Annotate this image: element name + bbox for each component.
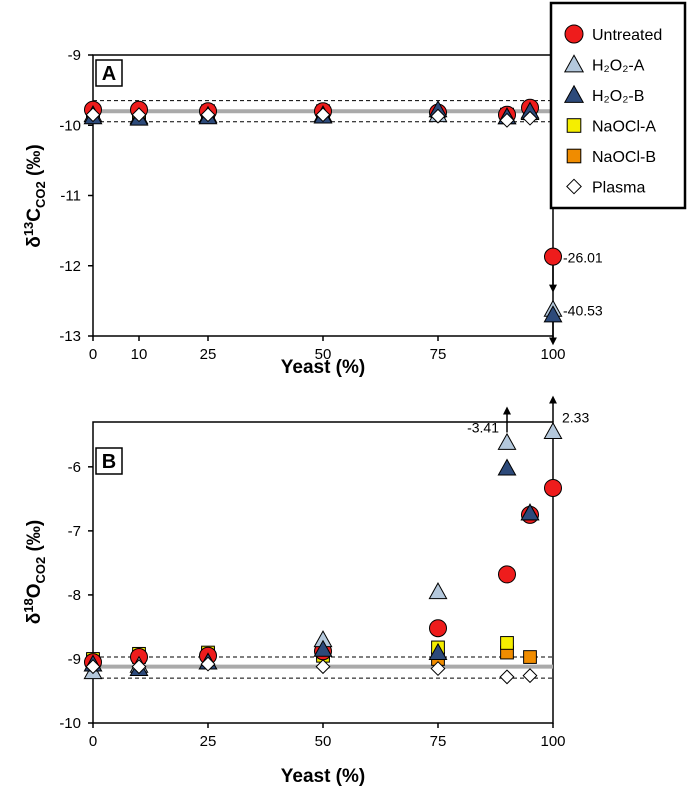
panel-b-point-h2o2b	[520, 503, 540, 521]
panel-b-y-tick-label: -8	[68, 587, 81, 604]
legend-marker-h2o2a	[563, 54, 585, 73]
legend-label-naoclb: NaOCl-B	[592, 149, 656, 166]
legend-marker-naocla	[566, 118, 582, 133]
panel-b-y-tick-label: -6	[68, 459, 81, 476]
panel-a-x-axis-label: Yeast (%)	[281, 357, 365, 378]
panel-b-point-plasma	[315, 659, 331, 675]
panel-a-point-untreated	[544, 247, 562, 266]
panel-b-point-h2o2b	[428, 642, 448, 660]
panel-a-y-axis-label: δ13CCO2 (‰)	[21, 144, 48, 247]
legend-marker-plasma	[566, 178, 582, 195]
panel-b-y-tick-label: -9	[68, 651, 81, 668]
panel-b-point-plasma	[430, 661, 446, 677]
panel-a-point-plasma	[430, 108, 446, 124]
panel-a-x-tick-label: 10	[131, 346, 148, 363]
panel-b-y-axis-label: δ18OCO2 (‰)	[21, 520, 48, 624]
legend-label-naocla: NaOCl-A	[592, 119, 656, 136]
panel-b-x-tick-label: 0	[89, 733, 97, 750]
panel-b-point-h2o2b	[313, 639, 333, 657]
panel-a-point-plasma	[315, 107, 331, 123]
legend-marker-naoclb	[566, 148, 582, 164]
panel-a-y-tick-label: -13	[59, 328, 81, 345]
panel-a-plot-area	[92, 54, 554, 337]
panel-b-point-untreated	[544, 478, 562, 497]
panel-a-point-plasma	[85, 107, 101, 123]
panel-a-y-tick-label: -9	[68, 47, 81, 64]
panel-a-markers	[83, 98, 563, 323]
panel-b-y-ticks: -6 -7 -8 -9 -10	[59, 459, 93, 732]
panel-a-x-ticks: 0 10 25 50 75 100	[89, 336, 566, 363]
panel-b-y-tick-label: -10	[59, 715, 81, 732]
panel-a-annotations: -26.01 -40.53	[563, 250, 603, 319]
panel-b-annotations: -3.41 2.33	[467, 410, 589, 436]
panel-b-markers	[83, 421, 563, 685]
panel-b-letter: B	[102, 451, 116, 473]
legend-label-h2o2a: H₂O₂-A	[592, 58, 645, 75]
legend-label-h2o2b: H₂O₂-B	[592, 88, 644, 105]
panel-a: -9 -10 -11 -12 -13 0 10 25 50 75 100 -26.01 -40.53…	[21, 47, 603, 378]
panel-b-point-plasma	[85, 659, 101, 675]
panel-a-point-plasma	[499, 112, 515, 128]
panel-a-x-tick-label: 25	[200, 346, 217, 363]
legend-marker-untreated	[564, 24, 584, 44]
panel-a-point-plasma	[200, 107, 216, 123]
panel-a-y-tick-label: -10	[59, 117, 81, 134]
panel-a-annotation: -40.53	[563, 302, 603, 318]
panel-b-y-tick-label: -7	[68, 523, 81, 540]
panel-a-point-h2o2b	[543, 305, 563, 323]
legend: Untreated H₂O₂-A H₂O₂-B NaOCl-A NaOCl-B Plasm…	[549, 1, 687, 210]
panel-b-plot-area	[92, 421, 554, 724]
panel-b-point-untreated	[429, 619, 447, 638]
panel-a-x-tick-label: 100	[540, 346, 565, 363]
panel-b: -6 -7 -8 -9 -10 0 25 50 75 100 -3.41 2.33 B Yeast…	[21, 395, 589, 787]
panel-b-point-untreated	[498, 565, 516, 584]
panel-a-letter: A	[102, 63, 116, 85]
panel-b-x-tick-label: 25	[200, 733, 217, 750]
panel-a-point-plasma	[522, 110, 538, 126]
panel-a-x-tick-label: 50	[315, 346, 332, 363]
panel-a-point-plasma	[131, 107, 147, 123]
panel-b-x-tick-label: 50	[315, 733, 332, 750]
panel-b-letter-box	[95, 447, 123, 475]
panel-a-x-tick-label: 0	[89, 346, 97, 363]
panel-a-x-tick-label: 75	[430, 346, 447, 363]
panel-b-x-tick-label: 75	[430, 733, 447, 750]
panel-b-point-plasma	[200, 656, 216, 672]
panel-a-y-tick-label: -12	[59, 258, 81, 275]
legend-marker-h2o2b	[563, 84, 585, 103]
panel-b-arrows	[503, 395, 557, 433]
panel-b-x-tick-label: 100	[540, 733, 565, 750]
legend-label-untreated: Untreated	[592, 27, 662, 44]
panel-b-point-h2o2a	[428, 582, 448, 600]
panel-b-point-h2o2a	[543, 421, 563, 440]
panel-b-x-ticks: 0 25 50 75 100	[89, 723, 566, 750]
panel-b-point-h2o2a	[497, 432, 517, 450]
panel-a-y-ticks: -9 -10 -11 -12 -13	[59, 47, 93, 345]
panel-b-point-plasma	[131, 659, 147, 675]
panel-b-point-naoclb	[523, 650, 537, 664]
panel-b-point-plasma	[499, 669, 515, 685]
panel-b-annotation: -3.41	[467, 419, 499, 435]
panel-a-y-tick-label: -11	[60, 188, 81, 205]
legend-label-plasma: Plasma	[592, 180, 645, 197]
panel-a-letter-box	[95, 59, 123, 87]
panel-a-annotation: -26.01	[563, 250, 603, 266]
panel-b-annotation: 2.33	[562, 410, 589, 426]
panel-b-x-axis-label: Yeast (%)	[281, 766, 365, 787]
panel-b-point-plasma	[522, 668, 538, 684]
panel-b-point-naocla	[500, 636, 514, 650]
panel-b-point-h2o2b	[497, 458, 517, 476]
